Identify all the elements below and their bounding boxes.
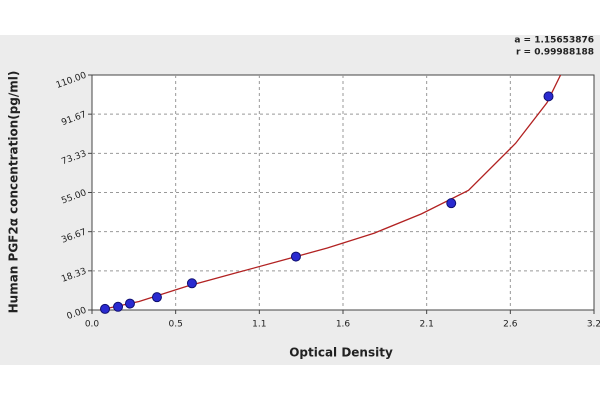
x-tick-label: 0.0 <box>85 320 100 330</box>
annotation: r = 0.99988188 <box>516 48 594 58</box>
x-tick-label: 0.5 <box>168 320 182 330</box>
data-point <box>100 303 111 314</box>
annotation: a = 1.15653876 <box>514 36 594 46</box>
data-point <box>186 278 197 289</box>
y-axis-label: Human PGF2α concentration(pg/ml) <box>7 71 21 314</box>
x-axis-label: Optical Density <box>289 346 393 360</box>
data-point <box>446 198 457 209</box>
data-point <box>290 251 301 262</box>
data-point <box>124 298 135 309</box>
data-point <box>151 292 162 303</box>
x-tick-label: 3.2 <box>587 320 600 330</box>
data-point <box>543 91 554 102</box>
x-tick-label: 1.1 <box>252 320 266 330</box>
x-tick-label: 2.6 <box>503 320 518 330</box>
x-tick-label: 1.6 <box>336 320 351 330</box>
x-tick-label: 2.1 <box>419 320 433 330</box>
plot-area <box>91 74 595 311</box>
data-point <box>113 301 124 312</box>
fit-curve <box>99 75 562 310</box>
